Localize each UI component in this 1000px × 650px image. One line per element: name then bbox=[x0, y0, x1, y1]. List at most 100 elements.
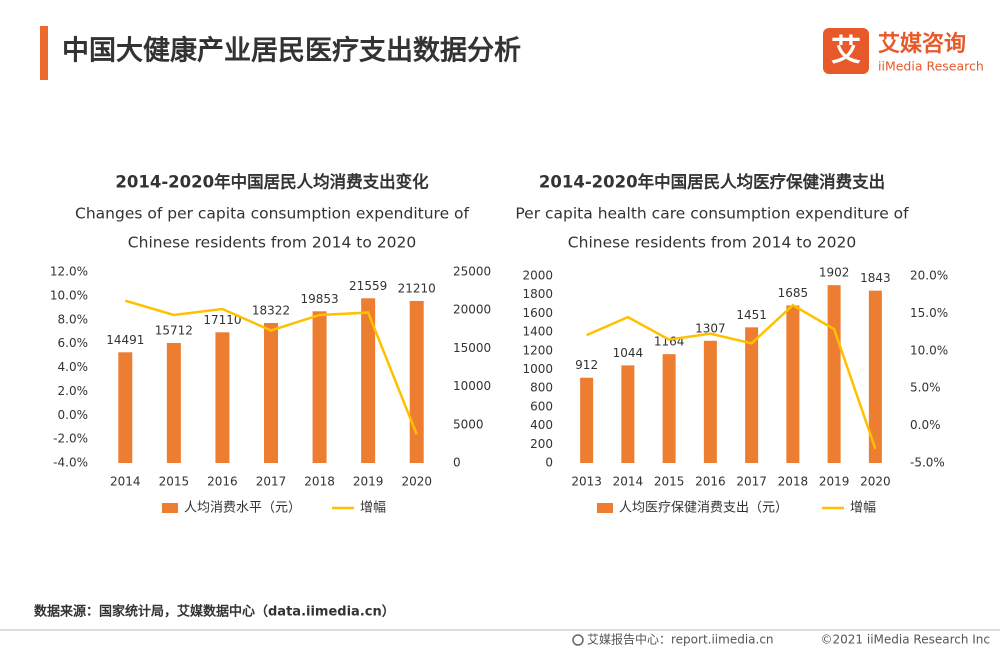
x-tick-label: 2017 bbox=[256, 475, 287, 489]
x-tick-label: 2020 bbox=[401, 475, 432, 489]
bar-value-label: 14491 bbox=[106, 333, 144, 347]
bar-value-label: 15712 bbox=[155, 323, 193, 337]
y-tick-label: 400 bbox=[530, 418, 553, 432]
chart-title: 2014-2020年中国居民人均医疗保健消费支出 bbox=[539, 172, 885, 192]
y-tick-label: 12.0% bbox=[50, 265, 88, 279]
y-tick-label: 6.0% bbox=[58, 336, 89, 350]
bar-value-label: 1307 bbox=[695, 321, 726, 335]
y-tick-label: 800 bbox=[530, 381, 553, 395]
bar-value-label: 1902 bbox=[819, 266, 850, 280]
legend-label: 增幅 bbox=[360, 501, 386, 516]
y-tick-label: 8.0% bbox=[58, 312, 89, 326]
logo-box bbox=[823, 28, 869, 74]
chart-subtitle: Per capita health care consumption expen… bbox=[515, 205, 909, 223]
y2-tick-label: 0 bbox=[453, 456, 461, 470]
title-accent bbox=[40, 26, 48, 80]
legend-label: 人均消费水平（元） bbox=[184, 501, 301, 516]
y-tick-label: 1400 bbox=[522, 325, 553, 339]
logo-sub: iiMedia Research bbox=[878, 59, 984, 74]
y2-tick-label: 15.0% bbox=[910, 306, 948, 320]
x-tick-label: 2020 bbox=[860, 475, 891, 489]
y-tick-label: 1600 bbox=[522, 306, 553, 320]
line bbox=[586, 303, 877, 450]
y2-tick-label: 5000 bbox=[453, 417, 484, 431]
legend-swatch bbox=[162, 503, 178, 513]
legend-label: 增幅 bbox=[850, 501, 876, 516]
y-tick-label: 1200 bbox=[522, 343, 553, 357]
logo-icon: 艾 bbox=[831, 34, 861, 69]
x-tick-label: 2014 bbox=[613, 475, 644, 489]
y2-tick-label: 5.0% bbox=[910, 381, 941, 395]
y-tick-label: 0.0% bbox=[58, 408, 89, 422]
footer-copyright: ©2021 iiMedia Research Inc bbox=[821, 633, 990, 647]
x-tick-label: 2015 bbox=[654, 475, 685, 489]
bar-value-label: 21210 bbox=[398, 281, 436, 295]
footer-icon bbox=[572, 634, 584, 646]
bar bbox=[409, 300, 424, 463]
y-tick-label: 200 bbox=[530, 437, 553, 451]
bar bbox=[703, 340, 717, 463]
y2-tick-label: 20000 bbox=[453, 303, 491, 317]
y-tick-label: 1800 bbox=[522, 287, 553, 301]
source-note: 数据来源：国家统计局，艾媒数据中心（data.iimedia.cn） bbox=[34, 604, 395, 620]
bar bbox=[827, 285, 841, 463]
y-tick-label: 600 bbox=[530, 399, 553, 413]
chart-subtitle: Changes of per capita consumption expend… bbox=[75, 205, 469, 223]
y2-tick-label: 25000 bbox=[453, 265, 491, 279]
bar bbox=[215, 332, 230, 463]
y-tick-label: 2000 bbox=[522, 269, 553, 283]
bar bbox=[361, 298, 376, 463]
y-tick-label: 10.0% bbox=[50, 288, 88, 302]
page-title: 中国大健康产业居民医疗支出数据分析 bbox=[62, 35, 521, 67]
x-tick-label: 2018 bbox=[304, 475, 335, 489]
footer-site: 艾媒报告中心：report.iimedia.cn bbox=[587, 632, 774, 647]
x-tick-label: 2019 bbox=[819, 475, 850, 489]
legend-label: 人均医疗保健消费支出（元） bbox=[619, 501, 788, 516]
bar bbox=[662, 354, 676, 463]
y2-tick-label: 20.0% bbox=[910, 269, 948, 283]
bar bbox=[166, 342, 181, 463]
y-tick-label: 1000 bbox=[522, 362, 553, 376]
x-tick-label: 2013 bbox=[571, 475, 602, 489]
logo-name: 艾媒咨询 bbox=[878, 31, 966, 57]
bar bbox=[745, 327, 759, 463]
y-tick-label: 2.0% bbox=[58, 384, 89, 398]
y2-tick-label: 10000 bbox=[453, 379, 491, 393]
chart-subtitle: Chinese residents from 2014 to 2020 bbox=[568, 234, 856, 252]
y-tick-label: 4.0% bbox=[58, 360, 89, 374]
bar-value-label: 1843 bbox=[860, 271, 891, 285]
bar-value-label: 1044 bbox=[613, 346, 644, 360]
y2-tick-label: 0.0% bbox=[910, 418, 941, 432]
bar bbox=[868, 290, 882, 463]
x-tick-label: 2014 bbox=[110, 475, 141, 489]
y2-tick-label: 15000 bbox=[453, 341, 491, 355]
x-tick-label: 2019 bbox=[353, 475, 384, 489]
bar bbox=[118, 352, 133, 463]
y-tick-label: -2.0% bbox=[53, 432, 88, 446]
bar-value-label: 17110 bbox=[203, 313, 241, 327]
y2-tick-label: -5.0% bbox=[910, 456, 945, 470]
x-tick-label: 2018 bbox=[778, 475, 809, 489]
y-tick-label: -4.0% bbox=[53, 456, 88, 470]
bar bbox=[580, 377, 594, 463]
bar-value-label: 18322 bbox=[252, 304, 290, 318]
bar bbox=[264, 323, 278, 463]
bar bbox=[786, 305, 800, 463]
legend-swatch bbox=[597, 503, 613, 513]
line bbox=[124, 299, 418, 435]
x-tick-label: 2016 bbox=[207, 475, 238, 489]
bar-value-label: 19853 bbox=[300, 292, 338, 306]
y-tick-label: 0 bbox=[545, 456, 553, 470]
y2-tick-label: 10.0% bbox=[910, 343, 948, 357]
chart-title: 2014-2020年中国居民人均消费支出变化 bbox=[115, 172, 429, 192]
bar-value-label: 912 bbox=[575, 358, 598, 372]
x-tick-label: 2016 bbox=[695, 475, 726, 489]
bar-value-label: 1685 bbox=[778, 286, 809, 300]
chart-subtitle: Chinese residents from 2014 to 2020 bbox=[128, 234, 416, 252]
bar-value-label: 21559 bbox=[349, 279, 387, 293]
bar-value-label: 1451 bbox=[736, 308, 767, 322]
bar bbox=[312, 311, 327, 463]
bar bbox=[621, 365, 635, 463]
